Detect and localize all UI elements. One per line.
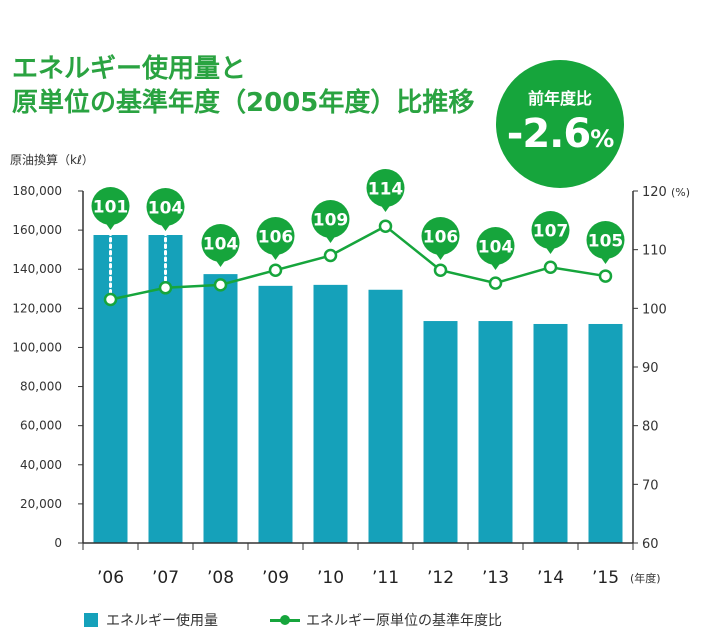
- yoy-badge-label: 前年度比: [527, 89, 592, 108]
- x-tick-label-6: ’12: [427, 568, 454, 588]
- ratio-point-2: [213, 278, 228, 292]
- data-label-2: 104: [203, 235, 239, 255]
- right-tick-label-5: 110: [642, 244, 667, 259]
- bar-2: [203, 274, 238, 543]
- callout-bubble-0: [91, 187, 130, 225]
- bar-9: [588, 323, 623, 543]
- left-tick-label-8: 160,000: [12, 223, 62, 237]
- bar-3: [258, 285, 293, 543]
- left-axis-label: 原油換算（kℓ）: [10, 152, 94, 167]
- left-tick-label-5: 100,000: [12, 340, 62, 354]
- ratio-point-3: [268, 263, 283, 277]
- chart-title-line-1: エネルギー使用量と: [12, 54, 247, 84]
- ratio-point-5: [378, 219, 393, 233]
- ratio-point-6: [433, 263, 448, 277]
- data-label-9: 105: [588, 232, 624, 252]
- right-tick-label-6: 120: [642, 185, 667, 200]
- right-tick-label-1: 70: [642, 478, 659, 493]
- bar-7: [478, 321, 513, 543]
- bar-8: [533, 323, 568, 543]
- x-tick-label-9: ’15: [592, 568, 619, 588]
- left-tick-label-9: 180,000: [12, 184, 62, 198]
- callout-bubble-7: [476, 227, 515, 265]
- x-axis-unit: (年度): [630, 571, 661, 585]
- yoy-badge-unit: %: [590, 125, 614, 153]
- data-label-0: 101: [93, 198, 129, 218]
- data-label-7: 104: [478, 238, 514, 258]
- callout-bubble-6: [421, 217, 460, 255]
- data-label-4: 109: [313, 211, 349, 231]
- yoy-badge-number: -2.6: [506, 111, 591, 157]
- ratio-point-7: [488, 276, 503, 290]
- legend-swatch-line: [270, 613, 300, 627]
- right-tick-label-0: 60: [642, 537, 659, 552]
- x-tick-label-1: ’07: [152, 568, 179, 588]
- legend-swatch-bar: [84, 613, 98, 627]
- callout-bubble-4: [311, 200, 350, 238]
- left-tick-label-7: 140,000: [12, 262, 62, 276]
- ratio-point-4: [323, 248, 338, 263]
- left-tick-label-6: 120,000: [12, 301, 62, 315]
- right-axis-unit: (%): [671, 186, 690, 199]
- legend-item-usage: エネルギー使用量: [84, 611, 218, 631]
- chart-title-line-2: 原単位の基準年度（2005年度）比推移: [12, 88, 475, 118]
- left-tick-label-0: 0: [54, 536, 62, 550]
- left-tick-label-3: 60,000: [20, 419, 62, 433]
- callout-bubble-2: [201, 224, 240, 262]
- ratio-line: [110, 224, 606, 301]
- ratio-point-9: [598, 269, 613, 283]
- callout-bubble-1: [146, 188, 185, 226]
- left-tick-label-4: 80,000: [20, 380, 62, 394]
- ratio-point-8: [543, 260, 558, 275]
- callout-bubble-5: [366, 169, 405, 207]
- x-tick-label-3: ’09: [262, 568, 289, 588]
- data-label-1: 104: [148, 199, 184, 219]
- x-tick-label-8: ’14: [537, 568, 564, 588]
- x-tick-label-5: ’11: [372, 568, 399, 588]
- right-tick-label-4: 100: [642, 302, 667, 317]
- yoy-badge: 前年度比 -2.6%: [496, 60, 624, 188]
- legend-label-usage: エネルギー使用量: [106, 613, 218, 629]
- right-tick-label-2: 80: [642, 420, 659, 435]
- data-label-5: 114: [368, 180, 404, 200]
- bar-5: [368, 289, 403, 543]
- x-tick-label-7: ’13: [482, 568, 509, 588]
- x-tick-label-2: ’08: [207, 568, 234, 588]
- callout-bubble-3: [256, 217, 295, 255]
- data-label-6: 106: [423, 228, 459, 248]
- legend-label-ratio: エネルギー原単位の基準年度比: [306, 613, 502, 629]
- x-tick-label-0: ’06: [97, 568, 124, 588]
- left-tick-label-1: 20,000: [20, 497, 62, 511]
- data-label-8: 107: [533, 222, 569, 242]
- ratio-point-1: [158, 281, 173, 295]
- left-tick-label-2: 40,000: [20, 458, 62, 472]
- right-tick-label-3: 90: [642, 361, 659, 376]
- yoy-badge-value: -2.6%: [496, 111, 624, 157]
- x-tick-label-4: ’10: [317, 568, 344, 588]
- bar-6: [423, 321, 458, 543]
- ratio-point-0: [103, 292, 118, 307]
- chart-title: エネルギー使用量と 原単位の基準年度（2005年度）比推移: [12, 52, 474, 120]
- legend-item-ratio: エネルギー原単位の基準年度比: [270, 611, 502, 631]
- callout-bubble-8: [531, 211, 570, 249]
- bar-4: [313, 284, 348, 543]
- callout-bubble-9: [586, 221, 625, 259]
- data-label-3: 106: [258, 228, 294, 248]
